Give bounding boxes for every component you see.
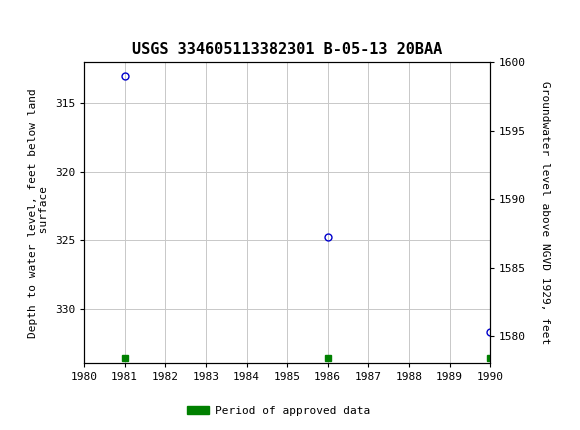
Title: USGS 334605113382301 B-05-13 20BAA: USGS 334605113382301 B-05-13 20BAA <box>132 42 442 57</box>
Text: USGS: USGS <box>32 13 92 32</box>
Y-axis label: Groundwater level above NGVD 1929, feet: Groundwater level above NGVD 1929, feet <box>540 81 550 344</box>
Legend: Period of approved data: Period of approved data <box>183 401 374 420</box>
Y-axis label: Depth to water level, feet below land
 surface: Depth to water level, feet below land su… <box>28 88 49 338</box>
Text: ≡: ≡ <box>3 11 24 34</box>
